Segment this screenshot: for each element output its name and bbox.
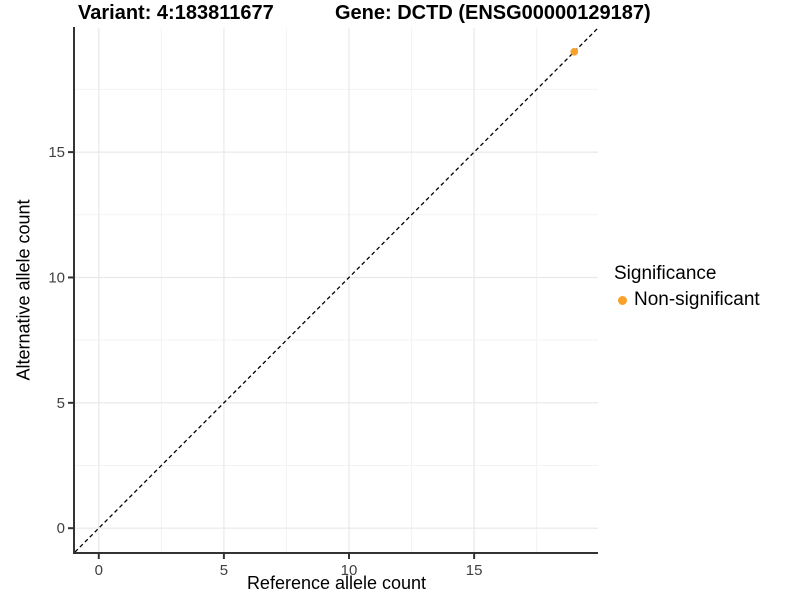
gene-title: Gene: DCTD (ENSG00000129187) [335,2,651,24]
legend-item: Non-significant [614,289,760,311]
x-tick-label: 10 [341,562,358,579]
x-axis-label: Reference allele count [246,573,427,593]
data-point [570,48,579,56]
legend: Significance Non-significant [614,263,760,311]
variant-title: Variant: 4:183811677 [78,2,274,24]
x-tick-label: 15 [466,562,483,579]
x-tick-label: 0 [95,562,103,579]
legend-point-icon [618,295,627,305]
y-tick-label: 10 [48,269,65,286]
y-tick-label: 0 [57,520,65,537]
y-tick-label: 5 [57,395,65,412]
identity-dashed-line [74,27,599,553]
legend-title: Significance [614,263,717,284]
x-tick-label: 5 [220,562,228,579]
y-tick-label: 15 [48,144,65,161]
legend-item-label: Non-significant [634,289,760,310]
y-axis-label: Alternative allele count [13,199,34,381]
